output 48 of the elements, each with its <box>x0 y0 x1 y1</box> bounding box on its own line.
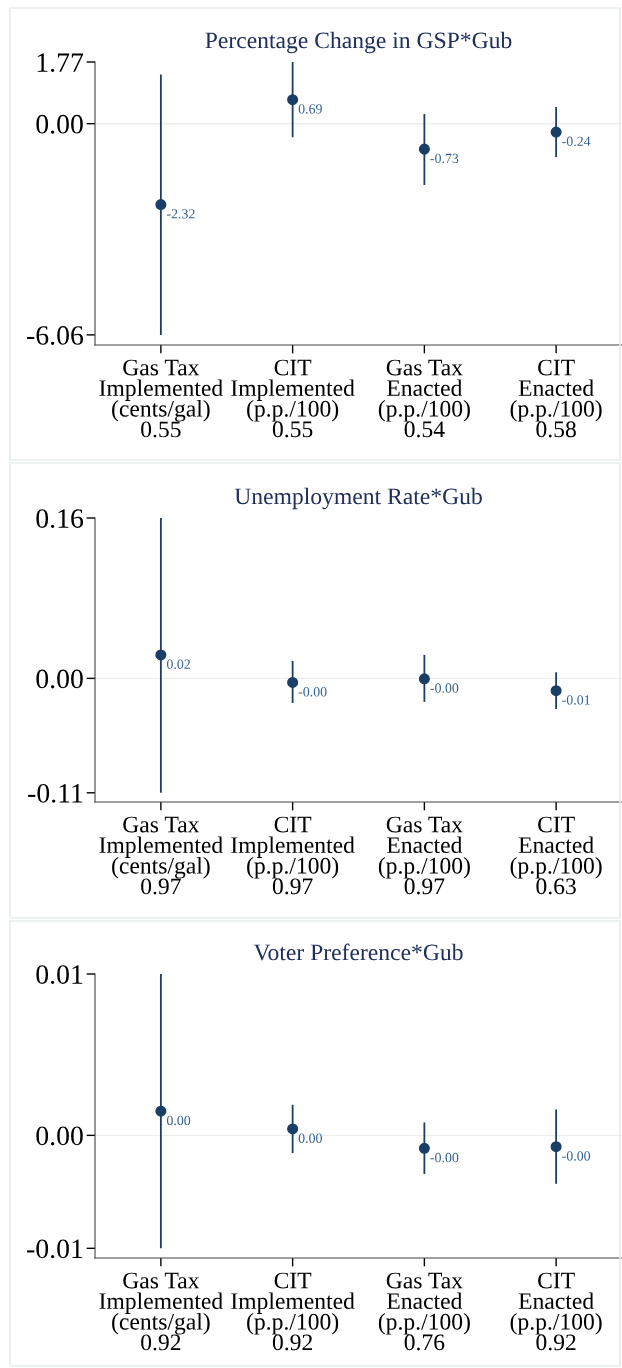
x-tick-label: CIT Enacted (p.p./100) 0.58 <box>510 359 602 438</box>
data-label: -0.00 <box>430 683 459 693</box>
x-tick-label: Gas Tax Implemented (cents/gal) 0.92 <box>99 1272 223 1351</box>
x-tick-label: Gas Tax Implemented (cents/gal) 0.55 <box>99 359 223 438</box>
data-label: 0.00 <box>298 1133 322 1143</box>
chart-title: Unemployment Rate*Gub <box>234 487 482 510</box>
point <box>155 199 167 211</box>
y-tick-label: 0.00 <box>36 1126 83 1146</box>
point <box>550 126 562 138</box>
x-tick-label: CIT Implemented (p.p./100) 0.97 <box>231 816 355 895</box>
x-tick-label: CIT Implemented (p.p./100) 0.55 <box>231 359 355 438</box>
point <box>287 676 299 688</box>
chart-title: Percentage Change in GSP*Gub <box>205 31 512 54</box>
point <box>550 685 562 697</box>
point <box>418 1142 430 1154</box>
data-label: -0.00 <box>562 1151 591 1161</box>
data-label: -0.00 <box>430 1152 459 1163</box>
data-label: 0.02 <box>166 659 190 669</box>
data-label: -0.00 <box>298 687 327 697</box>
y-tick-label: 0.01 <box>36 965 83 985</box>
x-tick-label: CIT Implemented (p.p./100) 0.92 <box>231 1272 355 1351</box>
x-tick-label: CIT Enacted (p.p./100) 0.63 <box>510 816 602 895</box>
x-tick-label: Gas Tax Implemented (cents/gal) 0.97 <box>99 816 223 895</box>
data-label: -0.24 <box>562 136 591 147</box>
x-tick-label: Gas Tax Enacted (p.p./100) 0.97 <box>378 816 470 895</box>
data-label: -0.73 <box>430 153 459 164</box>
y-tick-label: 0.16 <box>36 509 84 529</box>
point <box>418 673 430 685</box>
point <box>418 143 430 155</box>
point <box>287 1123 299 1135</box>
data-label: -0.01 <box>562 695 590 705</box>
y-tick-label: 0.00 <box>36 114 83 134</box>
x-tick-label: Gas Tax Enacted (p.p./100) 0.54 <box>378 359 470 438</box>
y-tick-label: 0.00 <box>36 669 83 689</box>
point <box>155 649 167 661</box>
y-tick-label: -0.01 <box>27 1239 83 1259</box>
point <box>550 1141 562 1153</box>
chart-title: Voter Preference*Gub <box>253 943 463 961</box>
y-tick-label: -6.06 <box>27 326 84 345</box>
y-tick-label: 1.77 <box>37 53 84 73</box>
data-label: 0.00 <box>166 1115 191 1126</box>
data-label: 0.69 <box>298 104 322 114</box>
data-label: -2.32 <box>166 209 195 219</box>
point <box>287 94 299 106</box>
y-tick-label: -0.11 <box>28 783 83 803</box>
point <box>155 1105 167 1117</box>
x-tick-label: CIT Enacted (p.p./100) 0.92 <box>510 1272 602 1351</box>
x-tick-label: Gas Tax Enacted (p.p./100) 0.76 <box>378 1272 470 1351</box>
